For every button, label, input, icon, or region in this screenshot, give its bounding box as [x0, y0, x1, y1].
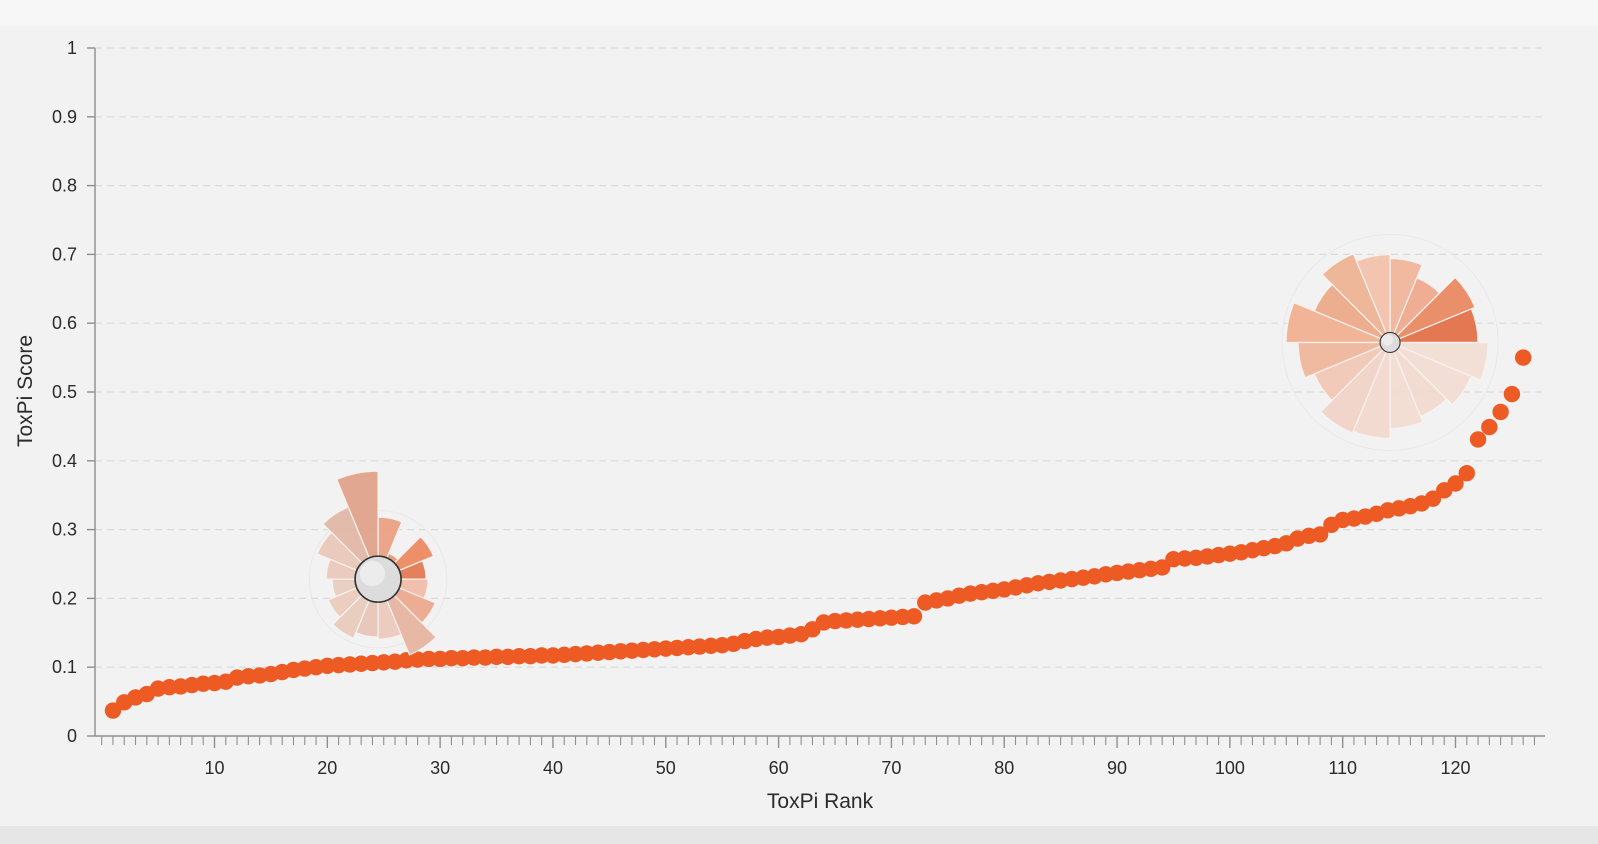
data-point[interactable] [1469, 431, 1487, 448]
toxpi-glyph [1281, 233, 1499, 451]
bottom-strip [0, 826, 1598, 844]
x-tick-label: 110 [1328, 758, 1357, 778]
x-tick-label: 100 [1215, 758, 1245, 778]
x-tick-label: 10 [204, 758, 224, 778]
x-tick-label: 30 [430, 758, 450, 778]
data-point[interactable] [420, 650, 438, 668]
data-point[interactable] [443, 650, 460, 667]
data-point[interactable] [1492, 403, 1509, 421]
data-point[interactable] [1447, 475, 1464, 492]
data-point[interactable] [1481, 418, 1498, 436]
glyph-slice [1389, 341, 1489, 381]
y-tick-labels: 0 0.1 0.2 0.3 0.4 0.5 0.6 0.7 0.8 0.9 1 [52, 38, 77, 746]
tick-marks [87, 47, 1536, 748]
glyph-center-highlight [359, 560, 385, 587]
y-tick-label: 0 [67, 726, 77, 746]
glyph-slice [1389, 276, 1476, 344]
y-tick-label: 0.2 [52, 588, 77, 608]
y-tick-label: 0.5 [52, 382, 77, 402]
data-point[interactable] [1311, 526, 1329, 543]
y-tick-label: 0.3 [52, 520, 77, 540]
data-point[interactable] [510, 647, 528, 665]
x-axis-title: ToxPi Rank [767, 790, 874, 813]
glyph-slice [1389, 342, 1424, 430]
glyph-center-highlight [1382, 334, 1394, 346]
x-tick-label: 50 [656, 758, 676, 778]
glyph-slice [377, 578, 437, 656]
x-tick-label: 70 [881, 758, 901, 778]
y-tick-label: 1 [67, 38, 77, 58]
data-point[interactable] [1503, 385, 1521, 403]
x-tick-label: 90 [1107, 758, 1127, 778]
data-point[interactable] [533, 647, 550, 664]
data-point[interactable] [905, 608, 923, 625]
glyph-slice [1285, 301, 1391, 344]
data-point[interactable] [488, 648, 505, 666]
y-tick-label: 0.9 [52, 107, 77, 127]
toxpi-glyph [308, 470, 448, 656]
y-tick-label: 0.6 [52, 313, 77, 333]
glyph-outline [1281, 233, 1499, 451]
x-tick-labels: 10 20 30 40 50 60 70 80 90 100 110 120 [204, 758, 1470, 778]
glyph-slice [1319, 342, 1391, 434]
data-points [104, 349, 1532, 719]
toxpi-glyphs [308, 233, 1499, 656]
data-point[interactable] [1458, 464, 1475, 482]
y-tick-label: 0.1 [52, 657, 77, 677]
glyph-slice [1352, 342, 1391, 440]
y-tick-label: 0.7 [52, 244, 77, 264]
x-tick-label: 80 [994, 758, 1014, 778]
data-point[interactable] [1514, 349, 1532, 366]
top-strip [0, 0, 1598, 26]
data-point[interactable] [1424, 490, 1442, 507]
glyph-slice [1321, 252, 1391, 343]
y-tick-label: 0.8 [52, 176, 77, 196]
data-point[interactable] [1153, 559, 1171, 576]
x-tick-label: 60 [769, 758, 789, 778]
glyph-slice [1297, 341, 1391, 379]
data-point[interactable] [465, 649, 483, 666]
x-tick-label: 120 [1440, 758, 1470, 778]
x-tick-label: 40 [543, 758, 563, 778]
y-tick-label: 0.4 [52, 451, 77, 471]
glyph-slice [335, 470, 379, 580]
data-point[interactable] [104, 702, 122, 719]
y-axis-title: ToxPi Score [14, 335, 37, 447]
x-tick-label: 20 [317, 758, 337, 778]
